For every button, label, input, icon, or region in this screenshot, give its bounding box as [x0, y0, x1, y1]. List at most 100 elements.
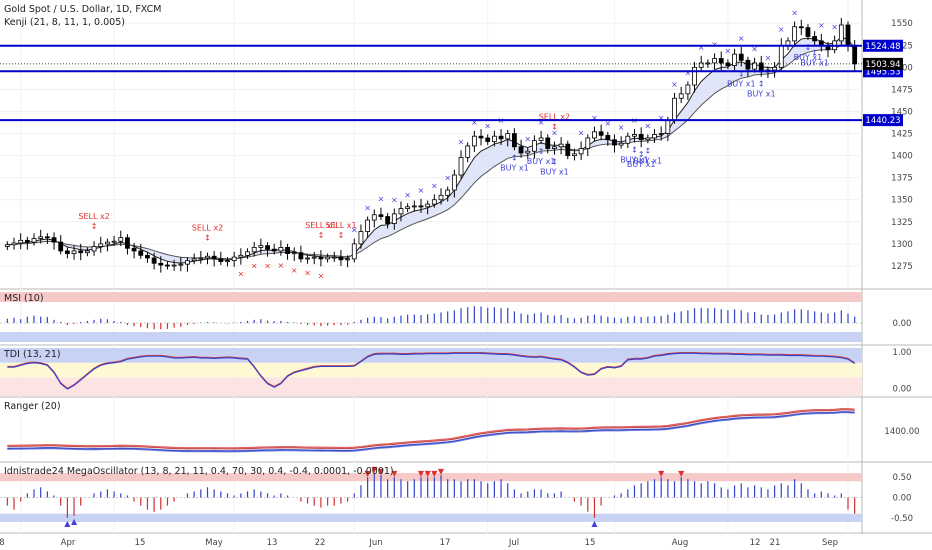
candle-body	[785, 40, 791, 46]
candle-body	[78, 250, 84, 254]
candle-body	[185, 260, 190, 265]
buy-marker: ×	[765, 53, 772, 62]
tdi-upper-band	[0, 348, 862, 363]
candle-body	[198, 257, 204, 260]
y-tick-label: 1425	[891, 130, 913, 140]
buy-signal-arrow: ↕	[551, 158, 558, 167]
x-tick-label: Apr	[61, 538, 76, 548]
msi-y-tick: 0.00	[893, 319, 912, 329]
buy-signal-arrow: ↕	[511, 153, 518, 162]
candle-body	[218, 258, 224, 262]
candle-body	[51, 237, 57, 243]
osc-top-marker: ▼	[425, 469, 432, 478]
ranger-line	[7, 409, 855, 450]
sell-marker: ×	[278, 261, 285, 270]
candle-body	[378, 214, 384, 217]
buy-marker: ×	[751, 45, 758, 54]
buy-marker: ×	[591, 113, 598, 122]
candle-body	[285, 247, 290, 254]
x-tick-label: Jun	[368, 538, 382, 548]
osc-title: Idnistrade24 MegaOscillator (13, 8, 21, …	[4, 466, 394, 477]
candle-body	[311, 256, 317, 259]
buy-signal-label: BUY x1	[540, 168, 569, 177]
buy-marker: ×	[604, 119, 611, 128]
buy-marker: ×	[538, 118, 545, 127]
candle-body	[258, 245, 264, 248]
candle-body	[445, 189, 451, 196]
level-tag	[863, 114, 903, 127]
candle-body	[291, 252, 297, 255]
osc-y-tick: -0.50	[891, 514, 913, 524]
candle-body	[385, 216, 391, 224]
candle-body	[205, 255, 210, 259]
candle-body	[338, 256, 344, 261]
candle-body	[585, 137, 591, 149]
buy-marker: ×	[351, 226, 358, 235]
ranger-line	[7, 412, 855, 453]
candle-body	[131, 247, 137, 252]
buy-marker: ×	[831, 23, 838, 32]
buy-marker: ×	[484, 121, 491, 130]
buy-signal-label: BUY x1	[500, 163, 529, 172]
buy-signal-label: BUY x1	[620, 155, 649, 164]
candle-body	[745, 59, 751, 70]
candle-body	[278, 247, 284, 252]
candle-body	[451, 174, 457, 191]
ranger-line	[7, 411, 855, 452]
candle-body	[238, 254, 244, 258]
indicator-title: Kenji (21, 8, 11, 1, 0.005)	[4, 17, 125, 28]
buy-signal-arrow: ↕	[538, 147, 545, 156]
msi-lower-band	[0, 332, 862, 342]
buy-signal-arrow: ↕	[758, 80, 765, 89]
candle-body	[491, 135, 497, 142]
msi-upper-band	[0, 292, 862, 302]
candle-body	[772, 66, 778, 71]
candle-body	[165, 264, 170, 267]
buy-marker: ×	[444, 174, 451, 183]
buy-signal-arrow: ↕	[811, 49, 818, 58]
sell-signal-label: SELL x1	[305, 221, 336, 230]
osc-bottom-marker: ▲	[591, 519, 598, 528]
osc-top-marker: ▼	[658, 469, 665, 478]
candle-body	[171, 264, 177, 267]
candle-body	[265, 245, 270, 250]
buy-marker: ×	[418, 186, 425, 195]
candle-body	[351, 243, 357, 260]
candle-body	[11, 242, 17, 246]
candle-body	[305, 257, 310, 260]
x-tick-label: 8	[0, 538, 5, 548]
candle-body	[138, 250, 144, 256]
buy-signal-arrow: ↕	[638, 150, 645, 159]
candle-body	[111, 240, 117, 243]
candle-body	[672, 97, 677, 121]
y-tick-label: 1550	[891, 19, 913, 29]
osc-top-marker: ▼	[678, 469, 685, 478]
y-tick-label: 1475	[891, 85, 913, 95]
tdi-signal-line	[7, 351, 855, 390]
buy-marker: ×	[818, 21, 825, 30]
candle-body	[478, 135, 484, 139]
level-tag-label: 1495.53	[865, 67, 900, 77]
x-tick-label: 15	[135, 538, 146, 548]
candle-body	[705, 62, 711, 65]
osc-top-marker: ▼	[371, 465, 378, 474]
candle-body	[812, 36, 818, 42]
buy-marker: ×	[791, 8, 798, 17]
tdi-y-tick: 1.00	[893, 348, 912, 358]
buy-marker: ×	[578, 128, 585, 137]
candle-body	[38, 236, 44, 239]
osc-top-marker: ▼	[391, 469, 398, 478]
osc-y-tick: 0.00	[893, 494, 912, 504]
buy-marker: ×	[644, 121, 651, 130]
candle-body	[325, 256, 330, 260]
y-tick-label: 1375	[891, 174, 913, 184]
candle-body	[805, 27, 811, 37]
candle-body	[818, 40, 824, 46]
candle-body	[151, 257, 157, 264]
candle-body	[18, 239, 24, 244]
buy-marker: ×	[711, 40, 718, 49]
candle-body	[698, 62, 704, 68]
candle-body	[318, 256, 324, 260]
candle-body	[178, 263, 184, 266]
